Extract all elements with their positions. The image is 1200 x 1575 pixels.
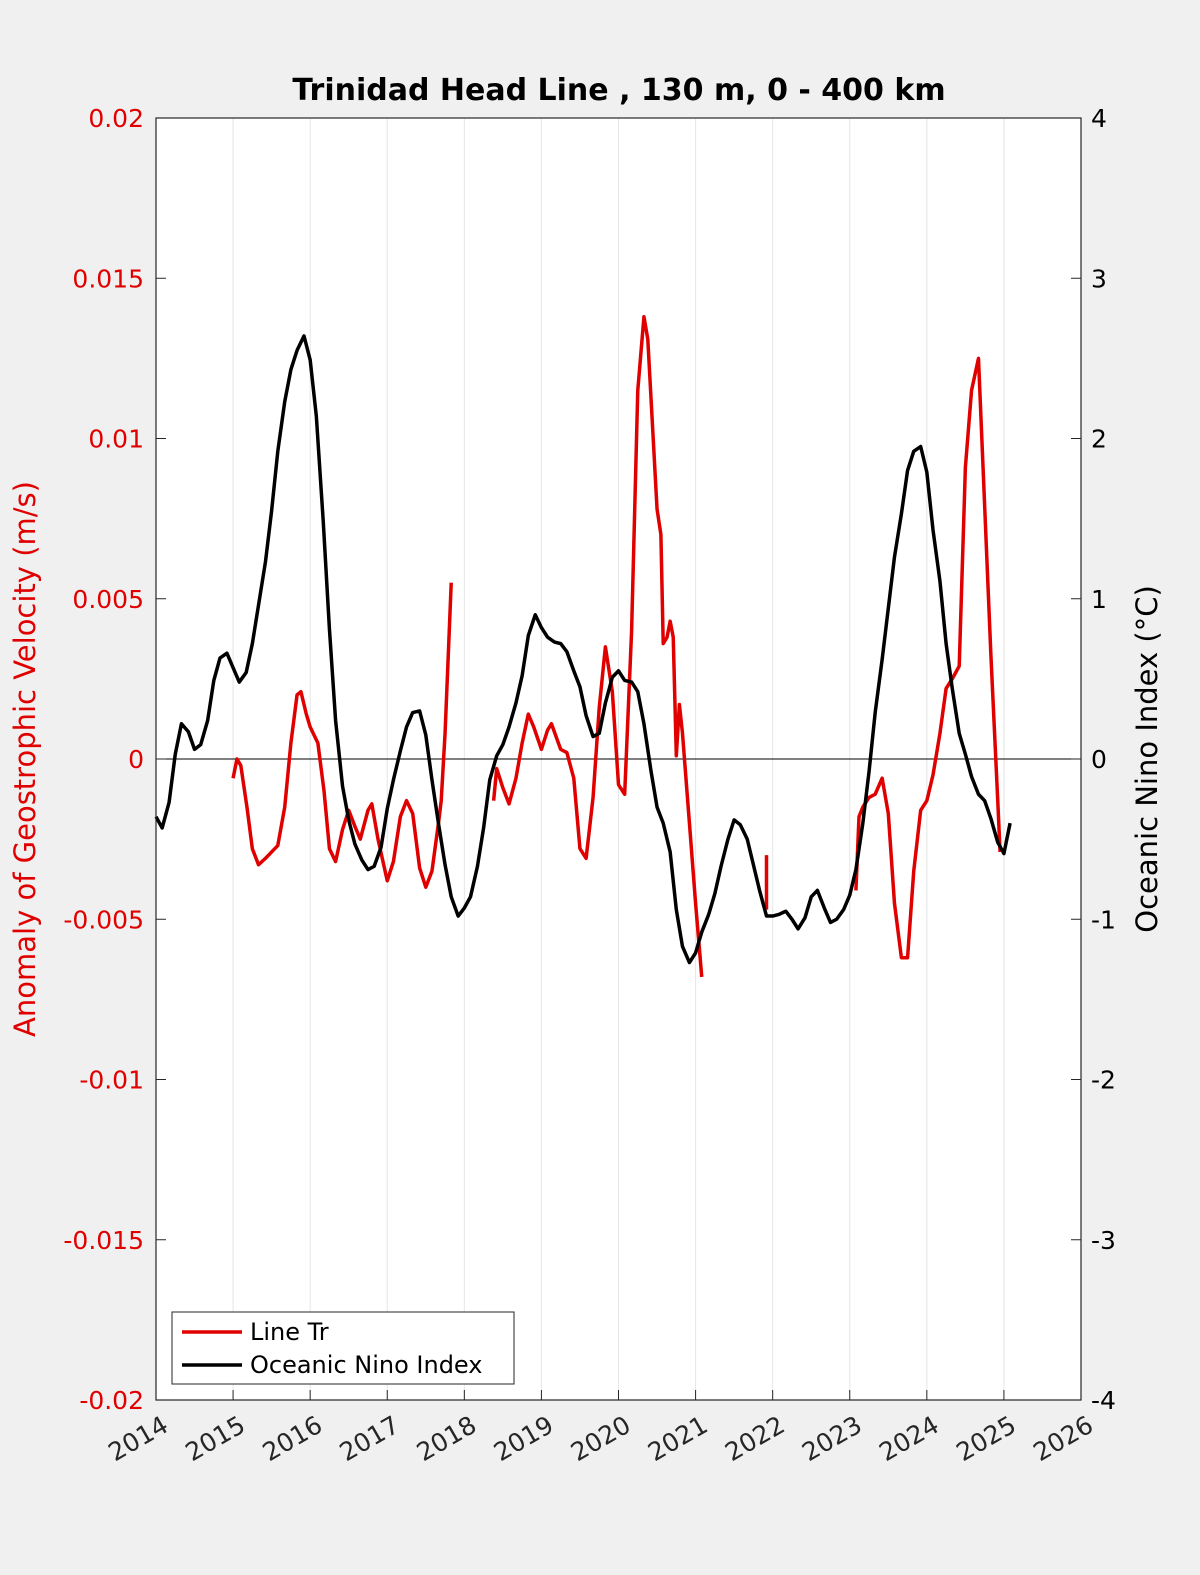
series-group bbox=[154, 314, 1012, 978]
y-left-tick-labels: 0.02 0.015 0.01 0.005 0 -0.005 -0.01 -0.015 -0.0… bbox=[63, 104, 144, 1415]
x-tick-label: 2019 bbox=[489, 1410, 559, 1467]
legend-label-oni: Oceanic Nino Index bbox=[250, 1351, 482, 1379]
x-tick-label: 2026 bbox=[1028, 1410, 1098, 1467]
x-tick-label: 2016 bbox=[258, 1410, 328, 1467]
series-line-tr-segment bbox=[491, 314, 704, 978]
x-tick-label: 2015 bbox=[180, 1410, 250, 1467]
x-tick-label: 2014 bbox=[103, 1410, 173, 1467]
x-tick-label: 2025 bbox=[951, 1410, 1021, 1467]
x-tick-label: 2020 bbox=[566, 1410, 636, 1467]
y-left-tick-label: -0.01 bbox=[79, 1066, 144, 1095]
x-tick-labels: 2014 2015 2016 2017 2018 2019 2020 2021 2022 2023… bbox=[103, 1410, 1098, 1467]
x-tick-label: 2022 bbox=[720, 1410, 790, 1467]
y-right-tick-label: 1 bbox=[1091, 585, 1107, 614]
legend: Line Tr Oceanic Nino Index bbox=[171, 1311, 515, 1385]
series-oni-segment bbox=[154, 334, 1012, 965]
x-tick-label: 2018 bbox=[412, 1410, 482, 1467]
y-left-tick-label: -0.015 bbox=[63, 1226, 144, 1255]
y-left-tick-label: 0 bbox=[128, 745, 144, 774]
x-tick-label: 2021 bbox=[643, 1410, 713, 1467]
y-right-axis-label: Oceanic Nino Index (°C) bbox=[1130, 585, 1164, 933]
x-tick-label: 2023 bbox=[797, 1410, 867, 1467]
y-left-tick-label: 0.01 bbox=[88, 425, 144, 454]
y-right-tick-label: 0 bbox=[1091, 745, 1107, 774]
legend-label-line-tr: Line Tr bbox=[250, 1318, 329, 1346]
series-line-tr-segment bbox=[231, 582, 453, 889]
y-left-tick-label: 0.02 bbox=[88, 104, 144, 133]
y-left-tick-label: 0.015 bbox=[72, 264, 144, 293]
legend-box bbox=[171, 1311, 515, 1385]
y-left-axis-label: Anomaly of Geostrophic Velocity (m/s) bbox=[8, 481, 42, 1037]
tick-marks bbox=[155, 117, 1082, 1401]
y-left-tick-label: -0.005 bbox=[63, 905, 144, 934]
chart-title: Trinidad Head Line , 130 m, 0 - 400 km bbox=[292, 73, 945, 108]
y-right-tick-label: 4 bbox=[1091, 104, 1107, 133]
x-tick-label: 2024 bbox=[874, 1410, 944, 1467]
y-right-tick-label: -3 bbox=[1091, 1226, 1116, 1255]
y-right-tick-label: -2 bbox=[1091, 1066, 1116, 1095]
y-left-tick-label: 0.005 bbox=[72, 585, 144, 614]
x-tick-label: 2017 bbox=[335, 1410, 405, 1467]
y-right-tick-label: 3 bbox=[1091, 264, 1107, 293]
y-right-tick-labels: 4 3 2 1 0 -1 -2 -3 -4 bbox=[1091, 104, 1116, 1415]
y-right-tick-label: -4 bbox=[1091, 1386, 1116, 1415]
y-right-tick-label: -1 bbox=[1091, 905, 1116, 934]
series-line-tr-segment bbox=[854, 356, 1002, 960]
y-right-tick-label: 2 bbox=[1091, 425, 1107, 454]
y-left-tick-label: -0.02 bbox=[79, 1386, 144, 1415]
